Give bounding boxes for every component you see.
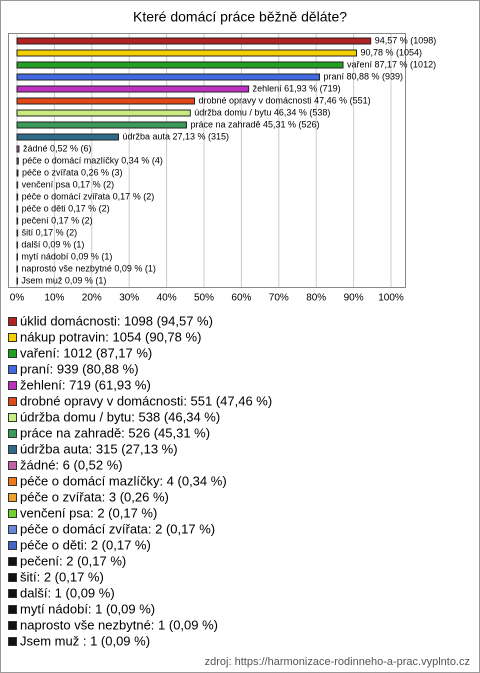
bar: [16, 229, 19, 237]
bar: [16, 133, 119, 141]
bar: [16, 217, 19, 225]
bar: [16, 241, 18, 249]
value-label: péče o děti 0,17 % (2): [22, 203, 110, 213]
legend-swatch: [8, 605, 17, 614]
legend-swatch: [8, 317, 17, 326]
value-label: péče o domácí zvířata 0,17 % (2): [22, 191, 155, 201]
bar: [16, 145, 20, 153]
x-tick-label: 60%: [231, 293, 251, 304]
bar: [16, 85, 250, 93]
legend-label: žehlení: 719 (61,93 %): [20, 377, 151, 392]
legend-swatch: [8, 477, 17, 486]
x-tick-label: 70%: [269, 293, 289, 304]
legend-label: pečení: 2 (0,17 %): [20, 553, 126, 568]
legend-label: nákup potravin: 1054 (90,78 %): [20, 329, 201, 344]
legend-swatch: [8, 621, 17, 630]
bar: [16, 121, 187, 129]
value-label: údržba domu / bytu 46,34 % (538): [194, 107, 330, 117]
bar: [16, 97, 196, 105]
value-label: mytí nádobí 0,09 % (1): [21, 251, 112, 261]
legend-swatch: [8, 637, 17, 646]
bar: [16, 61, 344, 69]
bar: [16, 49, 358, 57]
legend-label: praní: 939 (80,88 %): [20, 361, 139, 376]
legend-swatch: [8, 525, 17, 534]
legend-label: péče o zvířata: 3 (0,26 %): [20, 489, 169, 504]
bar: [16, 157, 19, 165]
legend-label: venčení psa: 2 (0,17 %): [20, 505, 157, 520]
legend-swatch: [8, 509, 17, 518]
legend-swatch: [8, 381, 17, 390]
legend-swatch: [8, 445, 17, 454]
bar: [16, 169, 19, 177]
legend-label: práce na zahradě: 526 (45,31 %): [20, 425, 210, 440]
x-tick-label: 0%: [10, 293, 25, 304]
legend-label: vaření: 1012 (87,17 %): [20, 345, 152, 360]
bar: [16, 37, 372, 45]
legend-swatch: [8, 493, 17, 502]
value-label: údržba auta 27,13 % (315): [122, 131, 229, 141]
legend-swatch: [8, 413, 17, 422]
legend-label: údržba domu / bytu: 538 (46,34 %): [20, 409, 220, 424]
legend-label: žádné: 6 (0,52 %): [20, 457, 123, 472]
x-tick-label: 30%: [119, 293, 139, 304]
value-label: další 0,09 % (1): [21, 239, 84, 249]
legend-swatch: [8, 333, 17, 342]
x-tick-label: 90%: [344, 293, 364, 304]
legend-label: péče o domácí mazlíčky: 4 (0,34 %): [20, 473, 227, 488]
value-label: práce na zahradě 45,31 % (526): [190, 119, 319, 129]
value-label: péče o zvířata 0,26 % (3): [22, 167, 123, 177]
legend-label: péče o děti: 2 (0,17 %): [20, 537, 151, 552]
legend-label: péče o domácí zvířata: 2 (0,17 %): [20, 521, 215, 536]
x-tick-label: 100%: [378, 293, 404, 304]
legend-label: údržba auta: 315 (27,13 %): [20, 441, 178, 456]
legend-swatch: [8, 429, 17, 438]
value-label: venčení psa 0,17 % (2): [22, 179, 115, 189]
value-label: 94,57 % (1098): [375, 35, 437, 45]
source: zdroj: https://harmonizace-rodinneho-a-p…: [205, 656, 470, 668]
legend-label: šití: 2 (0,17 %): [20, 569, 104, 584]
legend-label: mytí nádobí: 1 (0,09 %): [20, 601, 155, 616]
legend-swatch: [8, 589, 17, 598]
x-tick-label: 10%: [44, 293, 64, 304]
value-label: žehlení 61,93 % (719): [253, 83, 341, 93]
legend-label: další: 1 (0,09 %): [20, 585, 115, 600]
legend-swatch: [8, 349, 17, 358]
legend-label: drobné opravy v domácnosti: 551 (47,46 %…: [20, 393, 272, 408]
value-label: naprosto vše nezbytné 0,09 % (1): [21, 263, 156, 273]
value-label: vaření 87,17 % (1012): [347, 59, 436, 69]
legend-swatch: [8, 397, 17, 406]
legend-swatch: [8, 541, 17, 550]
bar: [16, 73, 320, 81]
bar: [16, 205, 19, 213]
legend-swatch: [8, 557, 17, 566]
bar: [16, 181, 19, 189]
bar: [16, 277, 18, 285]
bar: [16, 193, 19, 201]
x-tick-label: 50%: [194, 293, 214, 304]
legend-swatch: [8, 365, 17, 374]
x-tick-label: 20%: [82, 293, 102, 304]
bar: [16, 265, 18, 273]
bar: [16, 253, 18, 261]
value-label: praní 80,88 % (939): [323, 71, 403, 81]
chart-title: Které domácí práce běžně děláte?: [133, 9, 347, 25]
legend-label: naprosto vše nezbytné: 1 (0,09 %): [20, 617, 218, 632]
x-tick-label: 80%: [306, 293, 326, 304]
value-label: šití 0,17 % (2): [22, 227, 78, 237]
legend-swatch: [8, 461, 17, 470]
bar: [16, 109, 191, 117]
value-label: péče o domácí mazlíčky 0,34 % (4): [22, 155, 163, 165]
value-label: pečení 0,17 % (2): [22, 215, 93, 225]
legend-swatch: [8, 573, 17, 582]
value-label: 90,78 % (1054): [361, 47, 423, 57]
legend-label: Jsem muž : 1 (0,09 %): [20, 633, 150, 648]
legend-label: úklid domácnosti: 1098 (94,57 %): [20, 313, 213, 328]
x-tick-label: 40%: [157, 293, 177, 304]
value-label: drobné opravy v domácnosti 47,46 % (551): [199, 95, 371, 105]
value-label: Jsem muž 0,09 % (1): [21, 275, 106, 285]
value-label: žádné 0,52 % (6): [23, 143, 92, 153]
